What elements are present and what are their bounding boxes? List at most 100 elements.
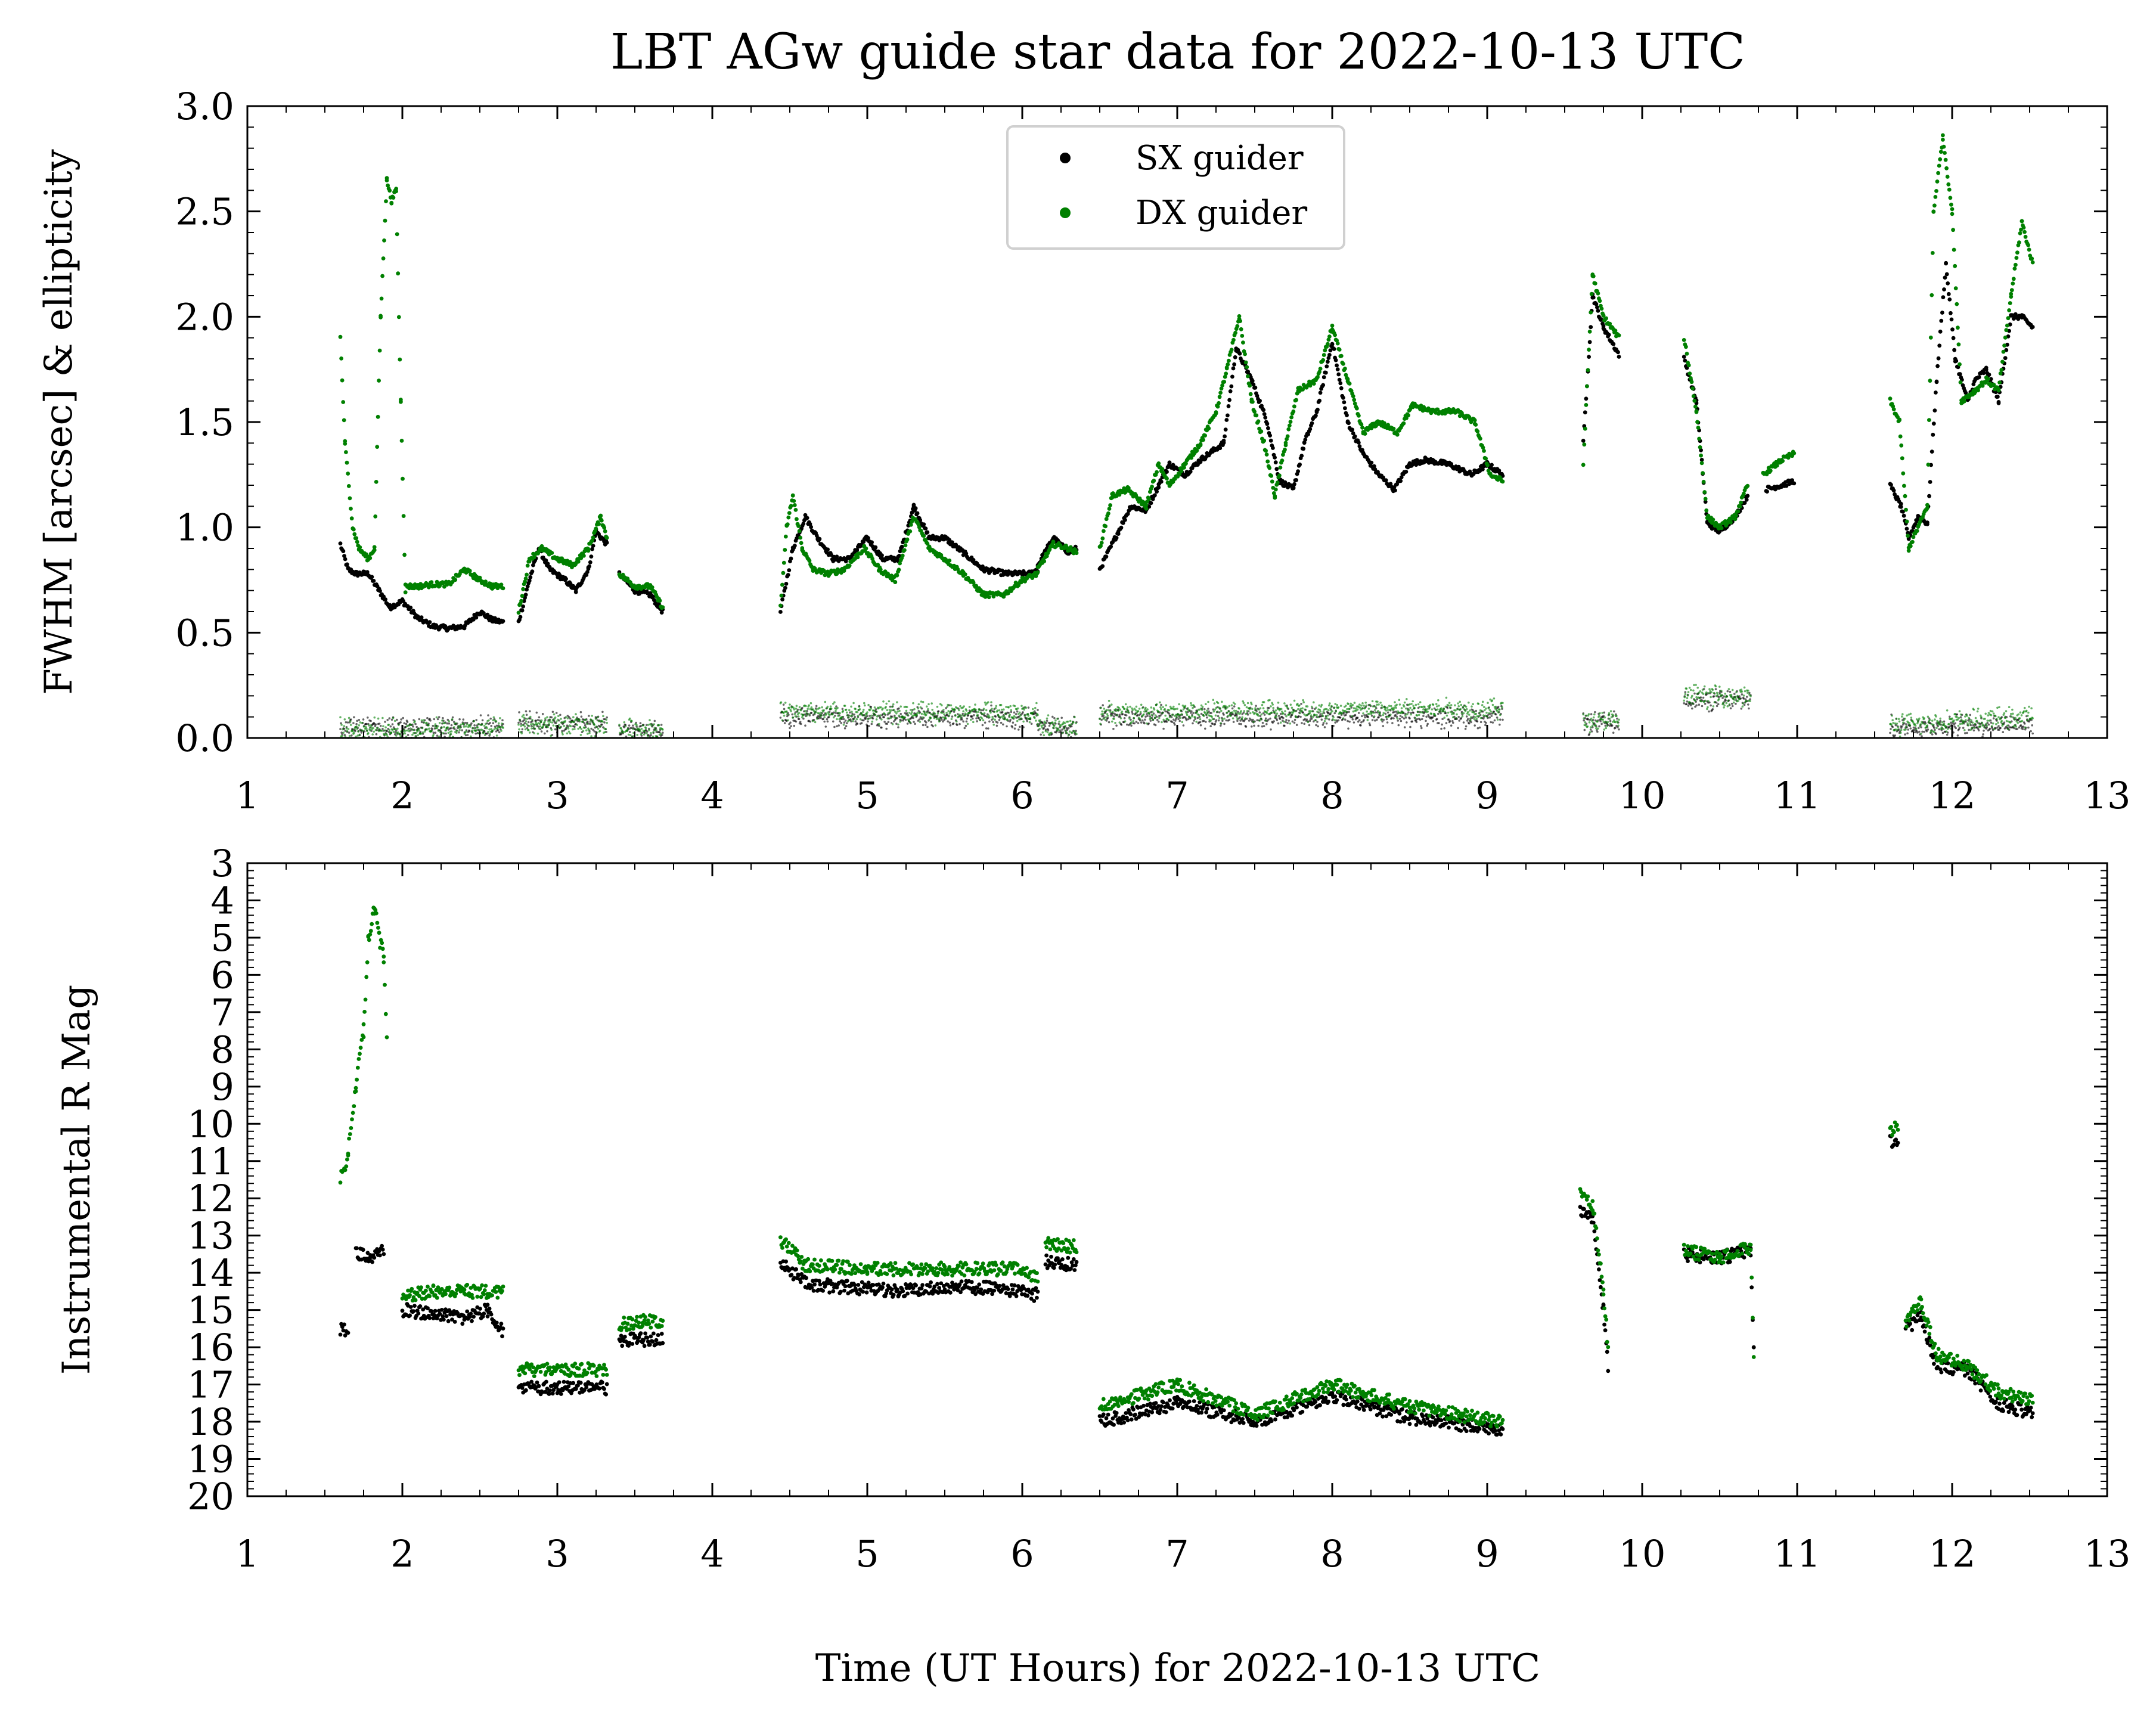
sx-ellipticity-point xyxy=(526,727,529,730)
dx-fwhm-point xyxy=(349,507,353,511)
dx-fwhm-point xyxy=(604,535,609,540)
sx-ellipticity-point xyxy=(887,721,890,723)
sx-fwhm-point xyxy=(1188,469,1193,474)
sx-ellipticity-point xyxy=(1927,728,1929,731)
sx-fwhm-point xyxy=(1268,433,1273,438)
dx-fwhm-point xyxy=(373,514,378,519)
dx-fwhm-point xyxy=(1337,348,1342,352)
dx-fwhm-point xyxy=(1283,447,1287,452)
sx-ellipticity-point xyxy=(1319,713,1321,715)
sx-ellipticity-point xyxy=(1305,718,1308,721)
dx-fwhm-point xyxy=(389,201,394,206)
dx-ellipticity-point xyxy=(357,730,359,733)
dx-fwhm-point xyxy=(1286,427,1291,432)
dx-fwhm-point xyxy=(1291,409,1296,414)
sx-ellipticity-point xyxy=(1502,718,1504,721)
sx-fwhm-point xyxy=(1357,444,1362,448)
dx-fwhm-point xyxy=(1107,507,1112,511)
dx-fwhm-point xyxy=(1339,353,1344,358)
dx-fwhm-point xyxy=(379,314,383,318)
sx-ellipticity-point xyxy=(836,725,838,728)
sx-ellipticity-point xyxy=(436,718,439,721)
sx-ellipticity-point xyxy=(1136,714,1139,717)
dx-fwhm-point xyxy=(1582,442,1587,447)
sx-fwhm-point xyxy=(1338,381,1343,386)
sx-ellipticity-point xyxy=(860,722,863,724)
sx-fwhm-point xyxy=(1262,412,1267,416)
sx-ellipticity-point xyxy=(1239,716,1241,719)
sx-fwhm-point xyxy=(1581,439,1586,443)
sx-ellipticity-point xyxy=(1729,707,1732,709)
dx-fwhm-point xyxy=(358,545,362,550)
sx-fwhm-point xyxy=(1490,463,1494,467)
sx-ellipticity-point xyxy=(1308,724,1311,727)
sx-ellipticity-point xyxy=(1918,727,1920,730)
sx-ellipticity-point xyxy=(551,711,554,713)
dx-fwhm-point xyxy=(384,199,388,203)
sx-ellipticity-point xyxy=(1938,728,1940,731)
dx-fwhm-point xyxy=(896,567,901,572)
sx-ellipticity-point xyxy=(1106,717,1109,719)
sx-ellipticity-point xyxy=(966,717,969,720)
sx-ellipticity-point xyxy=(2002,731,2005,733)
dx-fwhm-point xyxy=(895,573,899,578)
sx-fwhm-point xyxy=(1298,462,1302,467)
sx-ellipticity-point xyxy=(490,725,492,727)
sx-ellipticity-point xyxy=(914,722,916,725)
dx-fwhm-point xyxy=(1910,539,1915,544)
sx-ellipticity-point xyxy=(1685,703,1688,706)
sx-ellipticity-point xyxy=(1468,722,1471,725)
dx-fwhm-point xyxy=(1946,182,1951,187)
sx-ellipticity-point xyxy=(1441,723,1443,726)
sx-ellipticity-point xyxy=(1231,713,1234,716)
dx-fwhm-point xyxy=(1948,196,1953,200)
dx-fwhm-point xyxy=(781,570,786,575)
sx-ellipticity-point xyxy=(1040,733,1042,736)
sx-ellipticity-point xyxy=(1268,706,1270,709)
sx-ellipticity-point xyxy=(941,718,943,721)
sx-ellipticity-point xyxy=(474,732,477,735)
sx-ellipticity-point xyxy=(1214,722,1217,725)
sx-ellipticity-point xyxy=(1217,719,1220,722)
dx-fwhm-point xyxy=(382,238,386,243)
sx-fwhm-point xyxy=(1989,377,1993,382)
sx-ellipticity-point xyxy=(1160,703,1162,706)
sx-ellipticity-point xyxy=(926,725,929,728)
sx-ellipticity-point xyxy=(2022,725,2025,728)
sx-ellipticity-point xyxy=(1027,706,1030,709)
sx-ellipticity-point xyxy=(1446,707,1449,709)
sx-ellipticity-point xyxy=(840,722,843,724)
sx-ellipticity-point xyxy=(1901,725,1903,728)
dx-fwhm-point xyxy=(1278,466,1283,470)
sx-fwhm-point xyxy=(1984,367,1989,372)
sx-ellipticity-point xyxy=(1070,725,1073,728)
sx-fwhm-point xyxy=(1352,434,1357,439)
sx-ellipticity-point xyxy=(1276,719,1279,721)
sx-ellipticity-point xyxy=(348,731,350,734)
sx-fwhm-point xyxy=(590,547,594,551)
sx-ellipticity-point xyxy=(1113,715,1115,718)
sx-ellipticity-point xyxy=(1357,712,1360,714)
sx-ellipticity-point xyxy=(1411,720,1413,723)
sx-ellipticity-point xyxy=(1497,705,1500,708)
sx-fwhm-point xyxy=(564,576,568,581)
sx-ellipticity-point xyxy=(911,709,914,711)
sx-ellipticity-point xyxy=(2021,728,2024,730)
sx-ellipticity-point xyxy=(1934,728,1936,731)
sx-ellipticity-point xyxy=(1747,703,1749,706)
sx-ellipticity-point xyxy=(980,709,983,712)
sx-ellipticity-point xyxy=(1465,725,1468,728)
sx-ellipticity-point xyxy=(458,731,460,734)
sx-ellipticity-point xyxy=(789,721,792,724)
sx-ellipticity-point xyxy=(374,723,377,726)
dx-fwhm-point xyxy=(1327,334,1332,339)
sx-fwhm-point xyxy=(1221,438,1226,443)
sx-fwhm-point xyxy=(1227,398,1232,402)
dx-fwhm-point xyxy=(1360,426,1364,430)
sx-ellipticity-point xyxy=(1375,711,1377,714)
dx-fwhm-point xyxy=(1391,426,1396,431)
dx-fwhm-point xyxy=(1742,491,1746,496)
dx-fwhm-point xyxy=(2004,328,2009,333)
dx-fwhm-point xyxy=(1587,348,1592,352)
dx-fwhm-point xyxy=(520,594,525,598)
